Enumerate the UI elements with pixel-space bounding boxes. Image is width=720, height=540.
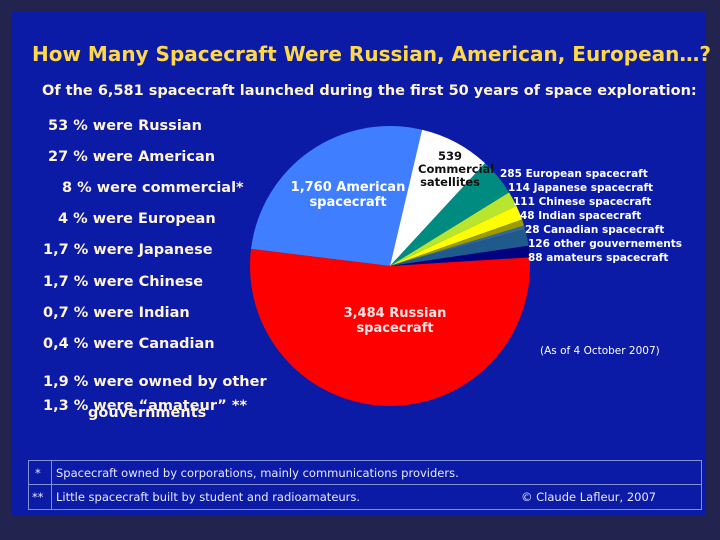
data-label: 48 Indian spacecraft bbox=[520, 210, 642, 222]
pie-slice bbox=[390, 229, 529, 266]
data-label: 1,760 American spacecraft bbox=[290, 180, 406, 210]
share-item: 1,9 % were owned by other gouvernments bbox=[43, 373, 267, 421]
col-divider bbox=[51, 461, 52, 509]
share-item: 1,3 % were “amateur” ** bbox=[43, 397, 248, 414]
subtitle: Of the 6,581 spacecraft launched during … bbox=[42, 83, 697, 99]
credit: © Claude Lafleur, 2007 bbox=[521, 490, 657, 504]
share-item: 1,7 % were Japanese bbox=[43, 242, 213, 259]
pie-slice bbox=[251, 126, 423, 267]
data-label: 88 amateurs spacecraft bbox=[528, 252, 669, 264]
footnote-mark: * bbox=[35, 466, 41, 480]
footnote-text: Spacecraft owned by corporations, mainly… bbox=[56, 466, 459, 480]
data-label: 285 European spacecraft bbox=[500, 168, 648, 180]
share-item: 27 % were American bbox=[48, 149, 216, 166]
share-item: 1,7 % were Chinese bbox=[43, 273, 204, 290]
row-divider bbox=[29, 484, 701, 485]
pie-slice bbox=[390, 192, 517, 266]
note: (As of 4 October 2007) bbox=[540, 345, 660, 357]
pie-slice bbox=[250, 248, 530, 406]
pie-slice bbox=[390, 245, 530, 266]
data-label: 28 Canadian spacecraft bbox=[525, 224, 665, 236]
title: How Many Spacecraft Were Russian, Americ… bbox=[32, 42, 712, 66]
pie-slice bbox=[390, 163, 510, 266]
pie-slice bbox=[390, 219, 525, 266]
share-item: 53 % were Russian bbox=[48, 118, 202, 134]
data-label: 3,484 Russian spacecraft bbox=[343, 306, 447, 336]
share-item: 0,4 % were Canadian bbox=[43, 335, 215, 352]
data-label: 539 Commercial satellites bbox=[418, 149, 495, 189]
pie-slice bbox=[390, 129, 485, 266]
data-label: 114 Japanese spacecraft bbox=[508, 182, 654, 194]
data-label: 111 Chinese spacecraft bbox=[513, 196, 652, 208]
pie-slice bbox=[390, 205, 523, 266]
footnote-mark: ** bbox=[32, 490, 44, 504]
share-item: 0,7 % were Indian bbox=[43, 304, 190, 321]
footnote-text: Little spacecraft built by student and r… bbox=[56, 490, 361, 504]
data-label: 126 other gouvernements bbox=[528, 238, 682, 250]
pie-slice bbox=[390, 225, 526, 266]
share-item: 4 % were European bbox=[58, 211, 216, 228]
share-item: 8 % were commercial* bbox=[62, 180, 244, 197]
footnotes: * Spacecraft owned by corporations, main… bbox=[28, 460, 702, 510]
